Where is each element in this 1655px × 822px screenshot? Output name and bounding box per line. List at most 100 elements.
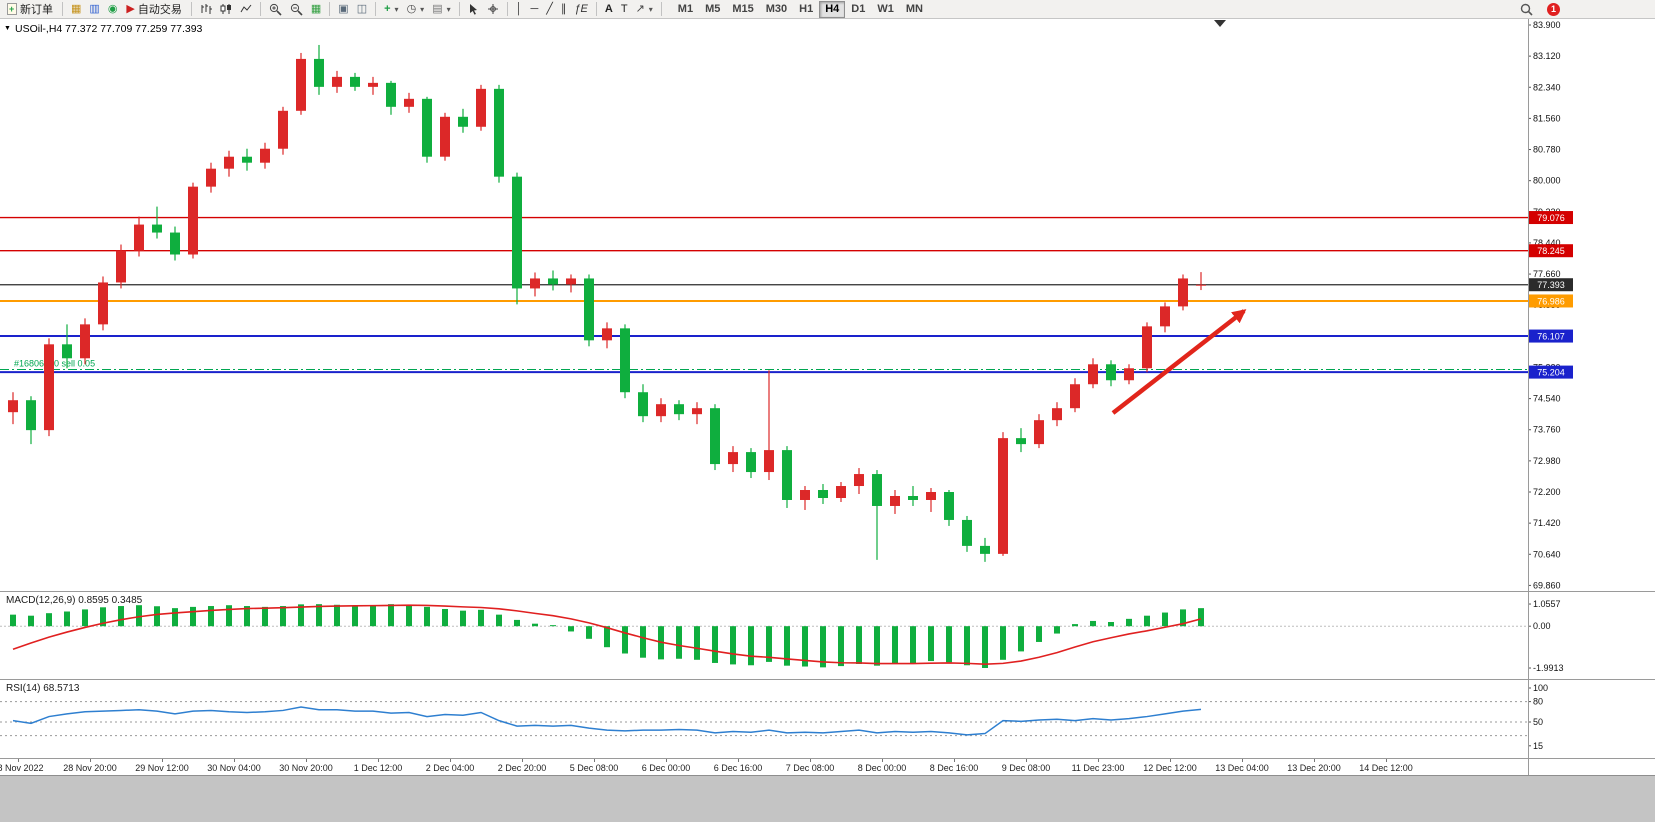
timeframe-button-m15[interactable]: M15	[726, 1, 759, 18]
time-axis[interactable]: 28 Nov 2022 28 Nov 20:00 29 Nov 12:00 30 No…	[0, 758, 1655, 775]
vertical-line-button[interactable]: │	[512, 1, 527, 18]
price-tick-label: 80.780	[1533, 145, 1561, 155]
indicators-button[interactable]: + ▾	[380, 1, 402, 18]
text-label-button[interactable]: T	[617, 1, 632, 18]
one-click-trading-arrow[interactable]: ▼	[4, 25, 11, 32]
candle	[746, 448, 756, 479]
price-tick-label: 69.860	[1533, 580, 1561, 590]
candle	[1178, 274, 1188, 311]
timeframe-button-h1[interactable]: H1	[793, 1, 819, 18]
rsi-canvas[interactable]: 100 80 50 15	[0, 680, 1655, 758]
chart-window-button[interactable]: ▣	[334, 1, 352, 18]
macd-histogram-bar	[262, 606, 268, 627]
chevron-down-icon: ▾	[394, 4, 399, 14]
candlestick-chart-icon	[220, 4, 231, 14]
timeframe-button-mn[interactable]: MN	[900, 1, 929, 18]
macd-histogram-bar	[676, 626, 682, 659]
macd-histogram-bar	[496, 614, 502, 627]
navigator-button[interactable]: ◉	[104, 1, 122, 18]
candle	[1142, 322, 1152, 373]
candle	[1088, 358, 1098, 389]
candle	[116, 244, 126, 289]
candlestick-chart-button[interactable]	[216, 1, 236, 18]
new-order-button[interactable]: 新订单	[2, 1, 58, 18]
search-button[interactable]	[1516, 1, 1537, 18]
candle	[134, 216, 144, 257]
candle	[656, 398, 666, 423]
market-watch-button[interactable]: ▥	[85, 1, 103, 18]
macd-histogram-bar	[604, 626, 610, 648]
crosshair-button[interactable]	[483, 1, 503, 18]
vertical-line-icon: │	[515, 2, 523, 15]
timeframe-button-m1[interactable]: M1	[672, 1, 699, 18]
fibonacci-button[interactable]: ƒE	[570, 1, 591, 18]
bar-chart-button[interactable]	[196, 1, 216, 18]
trendline-button[interactable]: ╱	[542, 1, 557, 18]
notification-badge[interactable]: 1	[1547, 2, 1560, 16]
toolbar-separator	[62, 2, 63, 16]
arrows-button[interactable]: ↗ ▾	[632, 1, 657, 18]
macd-pane[interactable]: MACD(12,26,9) 0.8595 0.3485 1.0557 0.00 -1…	[0, 591, 1655, 679]
chart-title: USOil-,H4 77.372 77.709 77.259 77.393	[15, 23, 203, 35]
candle	[152, 206, 162, 239]
main-chart-pane[interactable]: ▼ USOil-,H4 77.372 77.709 77.259 77.393 …	[0, 19, 1655, 591]
timeframe-button-d1[interactable]: D1	[845, 1, 871, 18]
trend-arrow[interactable]	[1111, 309, 1247, 415]
candle	[890, 490, 900, 514]
bottom-bar	[0, 775, 1655, 822]
bar-chart-icon	[201, 4, 212, 14]
timeframe-button-h4[interactable]: H4	[819, 0, 846, 18]
svg-text:76.107: 76.107	[1537, 332, 1565, 342]
line-chart-button[interactable]	[236, 1, 256, 18]
macd-histogram-bar	[982, 626, 988, 668]
cursor-button[interactable]	[464, 1, 483, 18]
macd-axis-label: 0.00	[1533, 621, 1551, 631]
candle	[224, 150, 234, 177]
periods-clock-icon: ◷	[406, 2, 417, 15]
zoom-in-button[interactable]	[265, 1, 286, 18]
macd-histogram-bar	[1000, 626, 1006, 660]
timeframe-button-m30[interactable]: M30	[760, 1, 793, 18]
time-label: 6 Dec 00:00	[641, 763, 691, 773]
price-chart-canvas[interactable]: #16806120 sell 0.05 83.900 83.120 82.340 81.…	[0, 19, 1655, 591]
chevron-down-icon: ▾	[648, 4, 653, 14]
macd-histogram-bar	[460, 610, 466, 627]
horizontal-line-button[interactable]: ─	[526, 1, 542, 18]
toolbar-separator	[259, 2, 261, 16]
chart-shift-marker[interactable]	[1214, 20, 1226, 27]
macd-histogram-bar	[10, 614, 16, 627]
market-watch-icon: ▥	[89, 2, 100, 15]
candle	[440, 112, 450, 161]
chart-profile-button[interactable]: ▦	[67, 1, 85, 18]
timeframe-button-m5[interactable]: M5	[699, 1, 726, 18]
chevron-down-icon: ▾	[420, 4, 425, 14]
periods-button[interactable]: ◷ ▾	[403, 1, 429, 18]
time-tick	[450, 759, 451, 762]
candle	[674, 400, 684, 421]
macd-histogram-bar	[784, 626, 790, 666]
candle	[422, 96, 432, 163]
macd-canvas[interactable]: 1.0557 0.00 -1.9913	[0, 592, 1655, 679]
templates-button[interactable]: ▤ ▾	[428, 1, 454, 18]
timeframe-button-w1[interactable]: W1	[871, 1, 900, 18]
macd-histogram-bar	[82, 609, 88, 627]
macd-histogram-bar	[154, 606, 160, 627]
channel-button[interactable]: ∥	[557, 1, 571, 18]
macd-histogram-bar	[748, 626, 754, 666]
time-label: 1 Dec 12:00	[353, 763, 403, 773]
time-tick	[378, 759, 379, 762]
candle	[620, 324, 630, 399]
macd-histogram-bar	[1162, 612, 1168, 627]
horizontal-line-icon: ─	[530, 2, 539, 15]
chart-window-alt-button[interactable]: ◫	[353, 1, 371, 18]
autotrading-button[interactable]: ▶ 自动交易	[121, 1, 186, 18]
price-badge	[1529, 365, 1573, 379]
rsi-pane[interactable]: RSI(14) 68.5713 100 80 50 15	[0, 679, 1655, 758]
macd-histogram-bar	[64, 611, 70, 627]
tile-windows-button[interactable]: ▦	[307, 1, 325, 18]
candle	[638, 384, 648, 423]
cursor-icon	[469, 4, 477, 15]
text-button[interactable]: A	[601, 1, 617, 18]
time-tick	[882, 759, 883, 762]
zoom-out-button[interactable]	[286, 1, 307, 18]
